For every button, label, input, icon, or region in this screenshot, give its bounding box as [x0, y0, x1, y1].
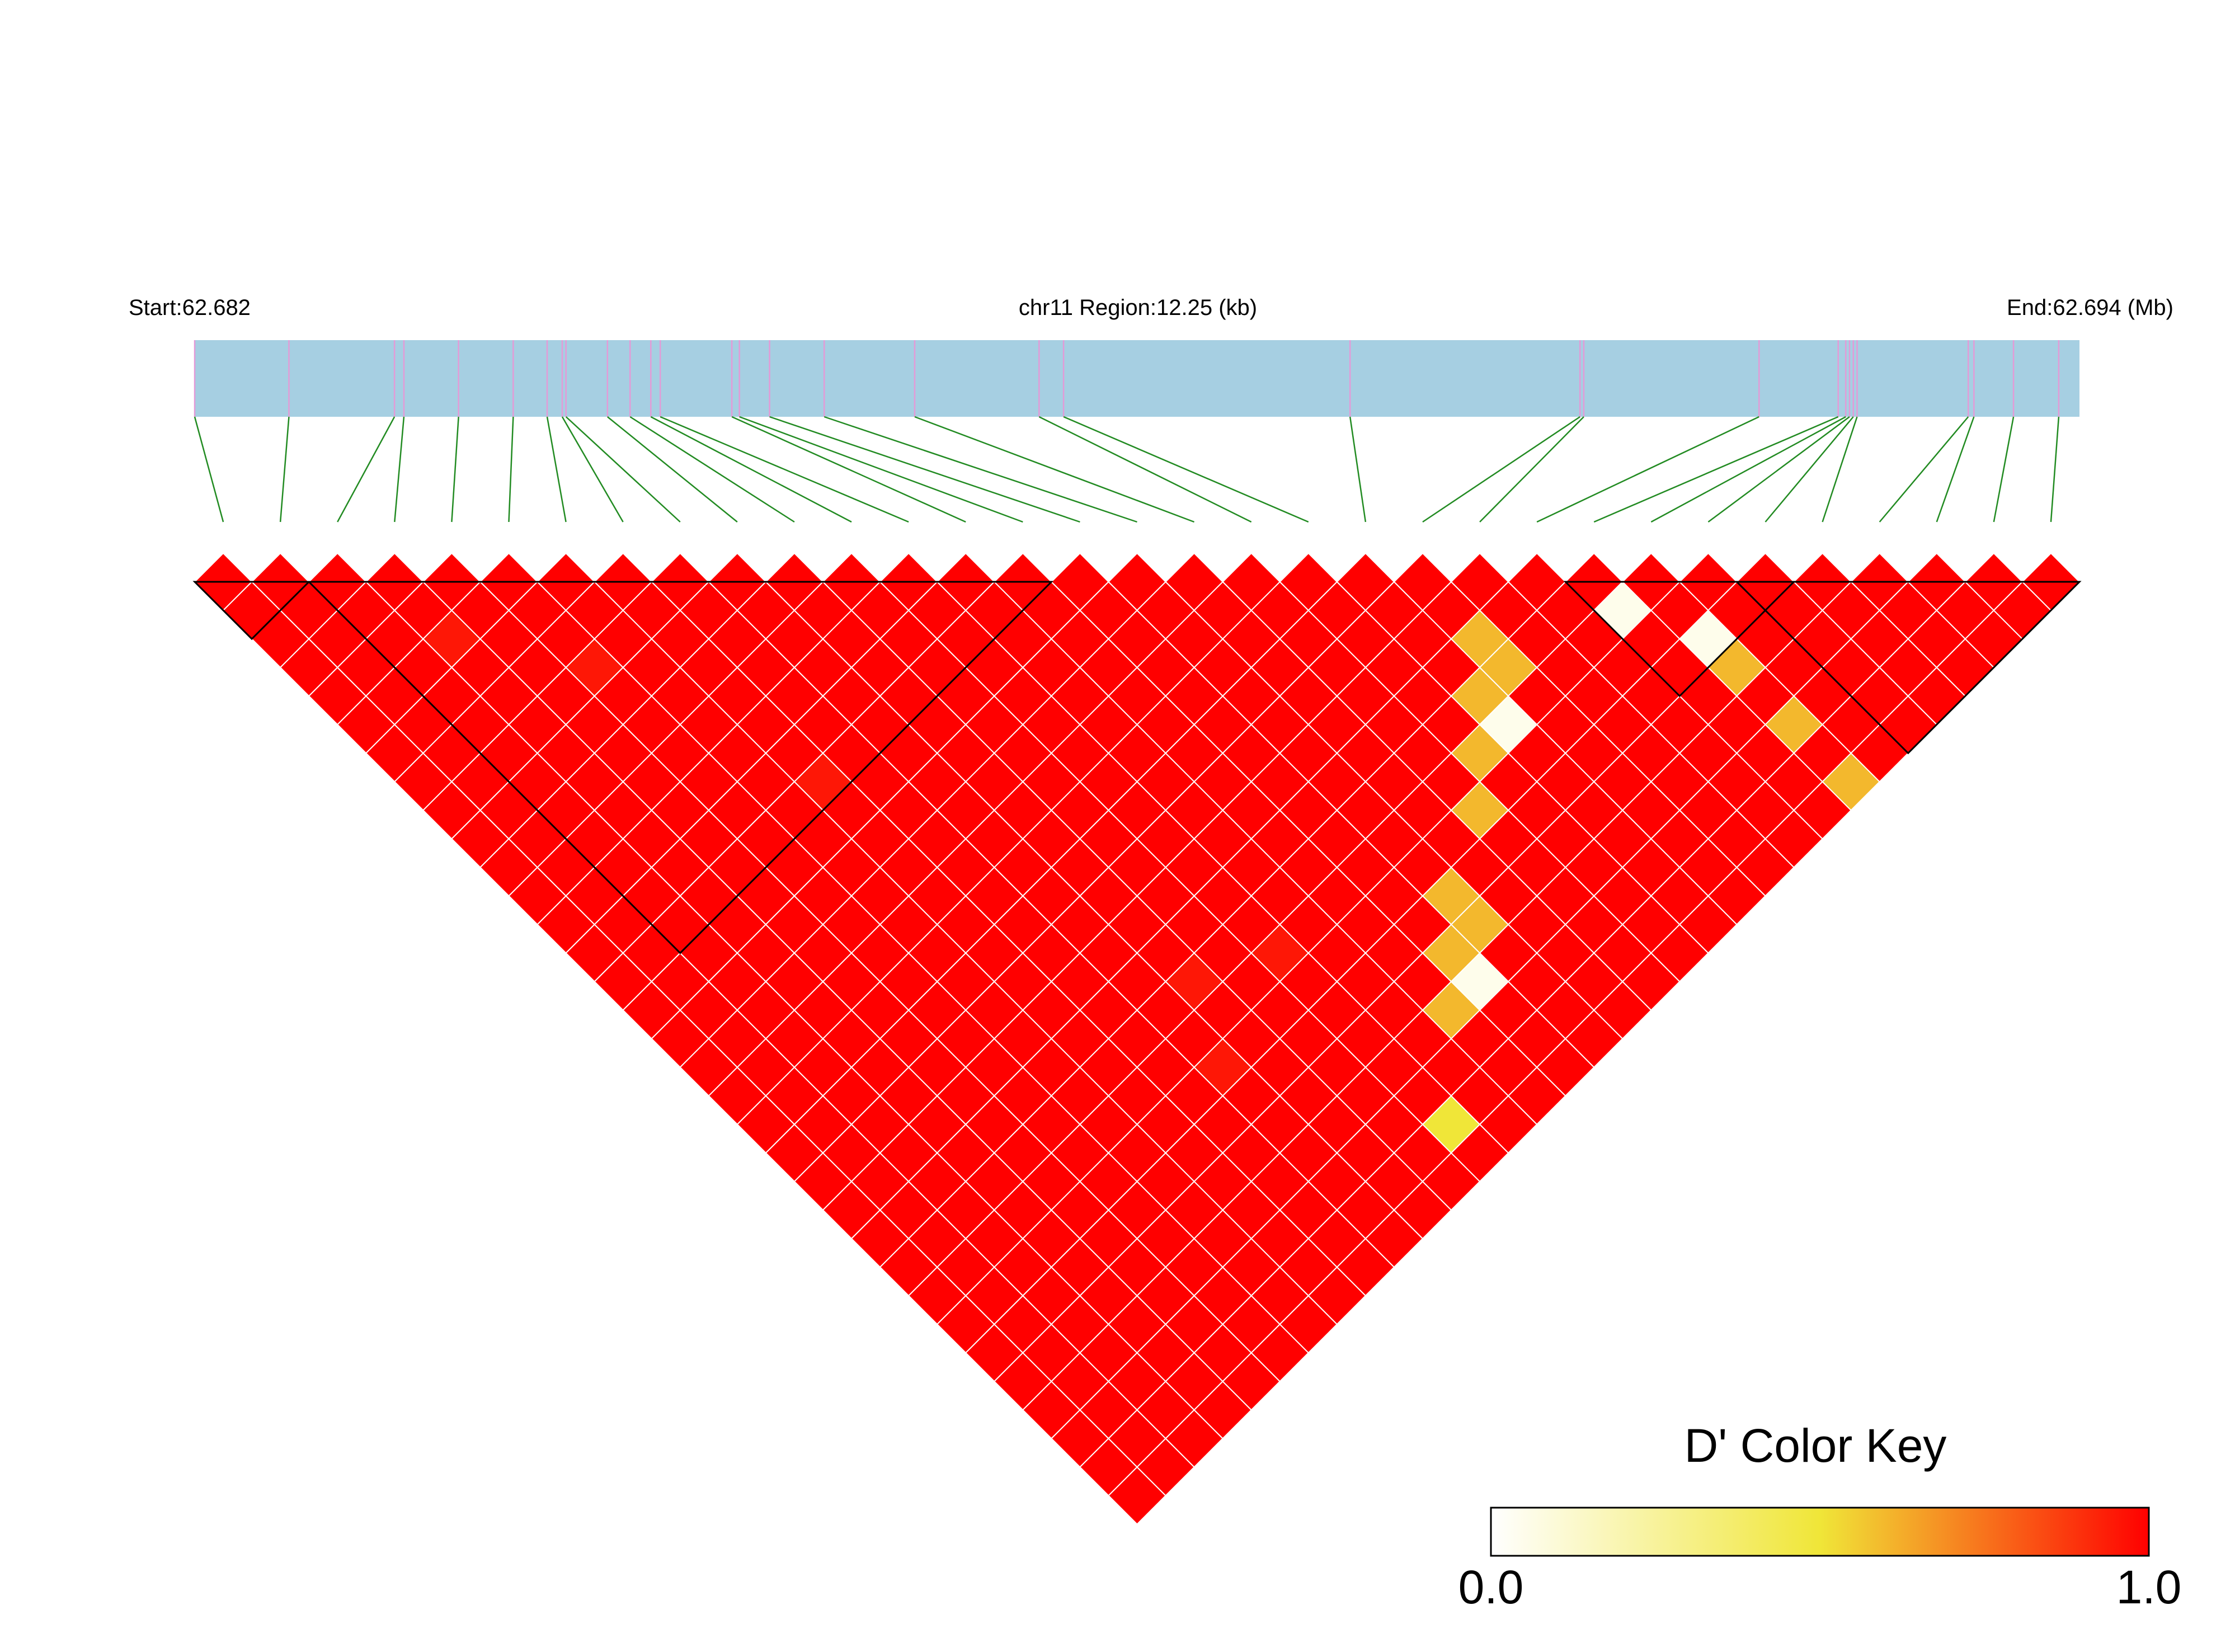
snp-connector-line: [607, 416, 738, 523]
region-end-label: End:62.694 (Mb): [2007, 295, 2173, 320]
snp-connector-lines: [194, 416, 2060, 523]
snp-connector-line: [394, 416, 405, 523]
snp-connector-line: [1822, 416, 1858, 523]
haplotype-block-outline: [307, 581, 1053, 954]
color-key-max-label: 1.0: [2116, 1561, 2182, 1613]
snp-position-track: [194, 340, 2079, 417]
region-start-label: Start:62.682: [129, 295, 251, 320]
snp-connector-line: [1063, 416, 1309, 523]
color-key-min-label: 0.0: [1458, 1561, 1524, 1613]
haplotype-block-outlines: [192, 581, 2082, 954]
snp-connector-line: [1650, 416, 1846, 523]
haplotype-block-outline: [192, 581, 311, 641]
snp-connector-line: [1038, 416, 1252, 523]
snp-connector-line: [279, 416, 290, 523]
snp-connector-line: [1936, 416, 1975, 523]
snp-connector-line: [739, 416, 1023, 523]
snp-connector-line: [1593, 416, 1839, 523]
snp-connector-line: [1536, 416, 1759, 523]
snp-connector-line: [1707, 416, 1850, 523]
color-key-gradient: [1490, 1507, 2150, 1557]
color-key: D' Color Key 0.0 1.0: [1458, 1419, 2182, 1613]
snp-connector-line: [1993, 416, 2015, 523]
haplotype-block-outline: [1563, 581, 1796, 698]
snp-connector-line: [1422, 416, 1580, 523]
snp-connector-line: [1349, 416, 1367, 523]
snp-connector-line: [194, 416, 224, 523]
haplotype-block-outline: [1734, 581, 2082, 755]
snp-connector-line: [1479, 416, 1584, 523]
snp-connector-line: [650, 416, 852, 523]
snp-connector-line: [546, 416, 567, 523]
snp-connector-line: [561, 416, 624, 523]
snp-connector-line: [769, 416, 1080, 523]
snp-connector-line: [2050, 416, 2060, 523]
snp-connector-line: [731, 416, 966, 523]
region-center-label: chr11 Region:12.25 (kb): [1019, 295, 1257, 320]
snp-connector-line: [1765, 416, 1854, 523]
snp-connector-line: [337, 416, 396, 523]
snp-connector-line: [451, 416, 459, 523]
snp-connector-line: [565, 416, 681, 523]
snp-connector-line: [824, 416, 1137, 523]
snp-connector-line: [1879, 416, 1969, 523]
snp-connector-line: [660, 416, 909, 523]
snp-connector-line: [914, 416, 1195, 523]
snp-connector-line: [508, 416, 514, 523]
ld-cell-grid: [194, 552, 2081, 1525]
color-key-title: D' Color Key: [1685, 1419, 1947, 1472]
snp-connector-line: [629, 416, 795, 523]
region-track-bar: [195, 340, 2079, 417]
